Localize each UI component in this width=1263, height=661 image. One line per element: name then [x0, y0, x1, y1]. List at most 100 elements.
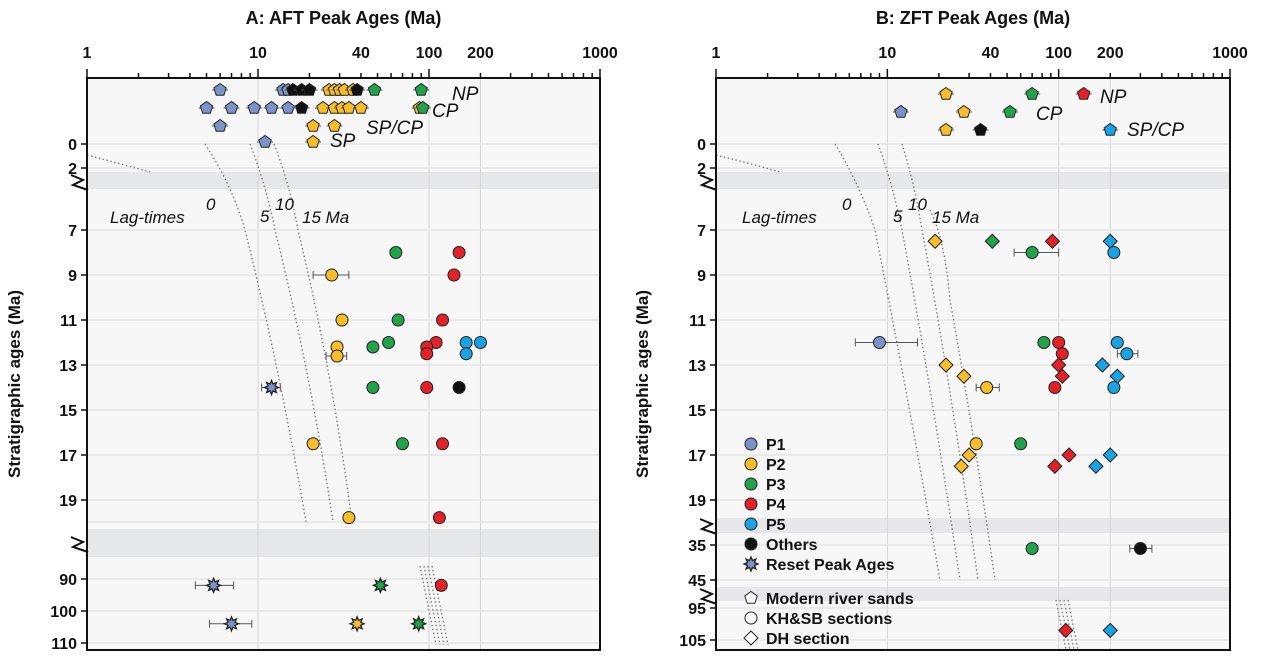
y-tick-label: 17 — [688, 448, 706, 465]
x-tick-label: 1 — [83, 45, 92, 62]
modern-sand-marker — [342, 100, 356, 114]
modern-sand-label: NP — [452, 84, 479, 105]
y-tick-label: 19 — [688, 493, 706, 510]
modern-sand-marker — [224, 100, 239, 114]
modern-sand-marker — [354, 100, 368, 114]
y-tick-label: 11 — [689, 313, 706, 330]
data-point — [984, 233, 1001, 249]
y-tick-label: 9 — [697, 268, 706, 285]
modern-sand-marker — [939, 86, 953, 100]
modern-sand-marker — [281, 100, 295, 114]
modern-sand-marker — [316, 100, 330, 114]
legend-marker — [744, 537, 758, 551]
y-tick-label: 13 — [688, 358, 706, 375]
y-axis-label: Stratigraphic ages (Ma) — [633, 290, 652, 478]
data-point — [222, 615, 241, 633]
x-tick-label: 1000 — [582, 45, 618, 62]
legend-marker — [743, 630, 759, 646]
y-tick-label: 105 — [679, 633, 706, 650]
modern-sand-marker — [199, 100, 214, 114]
data-point — [342, 511, 356, 525]
x-tick-label: 200 — [467, 45, 494, 62]
data-point — [325, 268, 339, 282]
lag-time-curve — [431, 565, 449, 646]
modern-sand-marker — [213, 118, 227, 132]
modern-sand-marker — [414, 82, 428, 96]
data-point — [1055, 347, 1069, 361]
axis-break-band — [716, 518, 1230, 533]
data-point — [382, 336, 396, 349]
y-tick-label: 2 — [697, 161, 706, 178]
data-point — [396, 437, 410, 451]
x-tick-label: 1000 — [1212, 45, 1248, 62]
modern-sand-marker — [213, 82, 227, 96]
x-tick-label: 1 — [712, 45, 721, 62]
data-point — [306, 437, 320, 451]
data-point — [348, 615, 366, 633]
data-point — [366, 340, 380, 354]
data-point — [1061, 447, 1077, 463]
data-point — [1014, 437, 1028, 451]
chart-title: A: AFT Peak Ages (Ma) — [246, 8, 442, 28]
y-tick-label: 90 — [59, 572, 77, 589]
legend-marker — [742, 555, 760, 573]
axis-break-mark — [70, 174, 89, 191]
data-point — [1037, 336, 1051, 349]
y-tick-label: 0 — [68, 137, 77, 154]
data-point — [1110, 336, 1124, 349]
y-tick-label: 17 — [59, 448, 77, 465]
data-point — [391, 313, 405, 327]
data-point — [1025, 542, 1039, 555]
legend-label: Others — [766, 537, 818, 554]
axis-break-mark — [699, 518, 718, 535]
data-point — [1050, 357, 1067, 373]
x-tick-label: 200 — [1097, 45, 1124, 62]
lag-time-value: 0 — [842, 195, 852, 214]
axis-break-mark — [699, 588, 718, 605]
modern-sand-label: CP — [1036, 104, 1063, 125]
lag-time-value: 5 — [893, 207, 903, 226]
data-point — [432, 511, 446, 525]
data-point — [371, 576, 390, 595]
plot-frame — [715, 77, 1231, 651]
modern-sand-marker — [247, 100, 261, 114]
lag-time-curve — [1055, 599, 1067, 651]
y-tick-label: 35 — [688, 538, 706, 555]
lag-time-curve — [834, 143, 941, 581]
modern-sand-marker — [1076, 86, 1091, 100]
data-point — [434, 578, 448, 592]
data-point — [335, 313, 349, 327]
data-point — [420, 381, 434, 394]
modern-sand-marker — [294, 100, 309, 114]
plot-area — [87, 78, 600, 650]
lag-time-value: 0 — [206, 195, 216, 214]
y-tick-label: 11 — [60, 313, 77, 330]
lag-time-curve — [273, 143, 353, 523]
lag-time-value: 10 — [908, 195, 927, 214]
y-tick-label: 95 — [688, 601, 706, 618]
axis-break-band — [716, 172, 1230, 189]
data-point — [1052, 336, 1066, 349]
modern-sand-marker — [894, 104, 908, 118]
lag-time-curve — [86, 154, 151, 173]
data-point — [872, 336, 886, 349]
legend-label: Reset Peak Ages — [766, 557, 894, 574]
modern-sand-label: SP — [330, 131, 356, 152]
data-point — [452, 381, 466, 394]
data-point — [1088, 458, 1104, 474]
axis-break-mark — [699, 174, 718, 191]
data-point — [447, 268, 461, 282]
data-point — [459, 347, 473, 361]
modern-sand-marker — [367, 82, 382, 96]
modern-sand-marker — [302, 82, 317, 96]
data-point — [961, 447, 977, 463]
data-point — [956, 368, 972, 384]
y-tick-label: 2 — [68, 161, 77, 178]
data-point — [452, 246, 466, 259]
axis-break-mark — [70, 536, 89, 553]
axis-break-band — [87, 529, 600, 557]
data-point — [420, 347, 434, 361]
data-point — [1133, 542, 1147, 555]
y-tick-label: 100 — [50, 604, 77, 621]
modern-sand-marker — [973, 122, 988, 136]
